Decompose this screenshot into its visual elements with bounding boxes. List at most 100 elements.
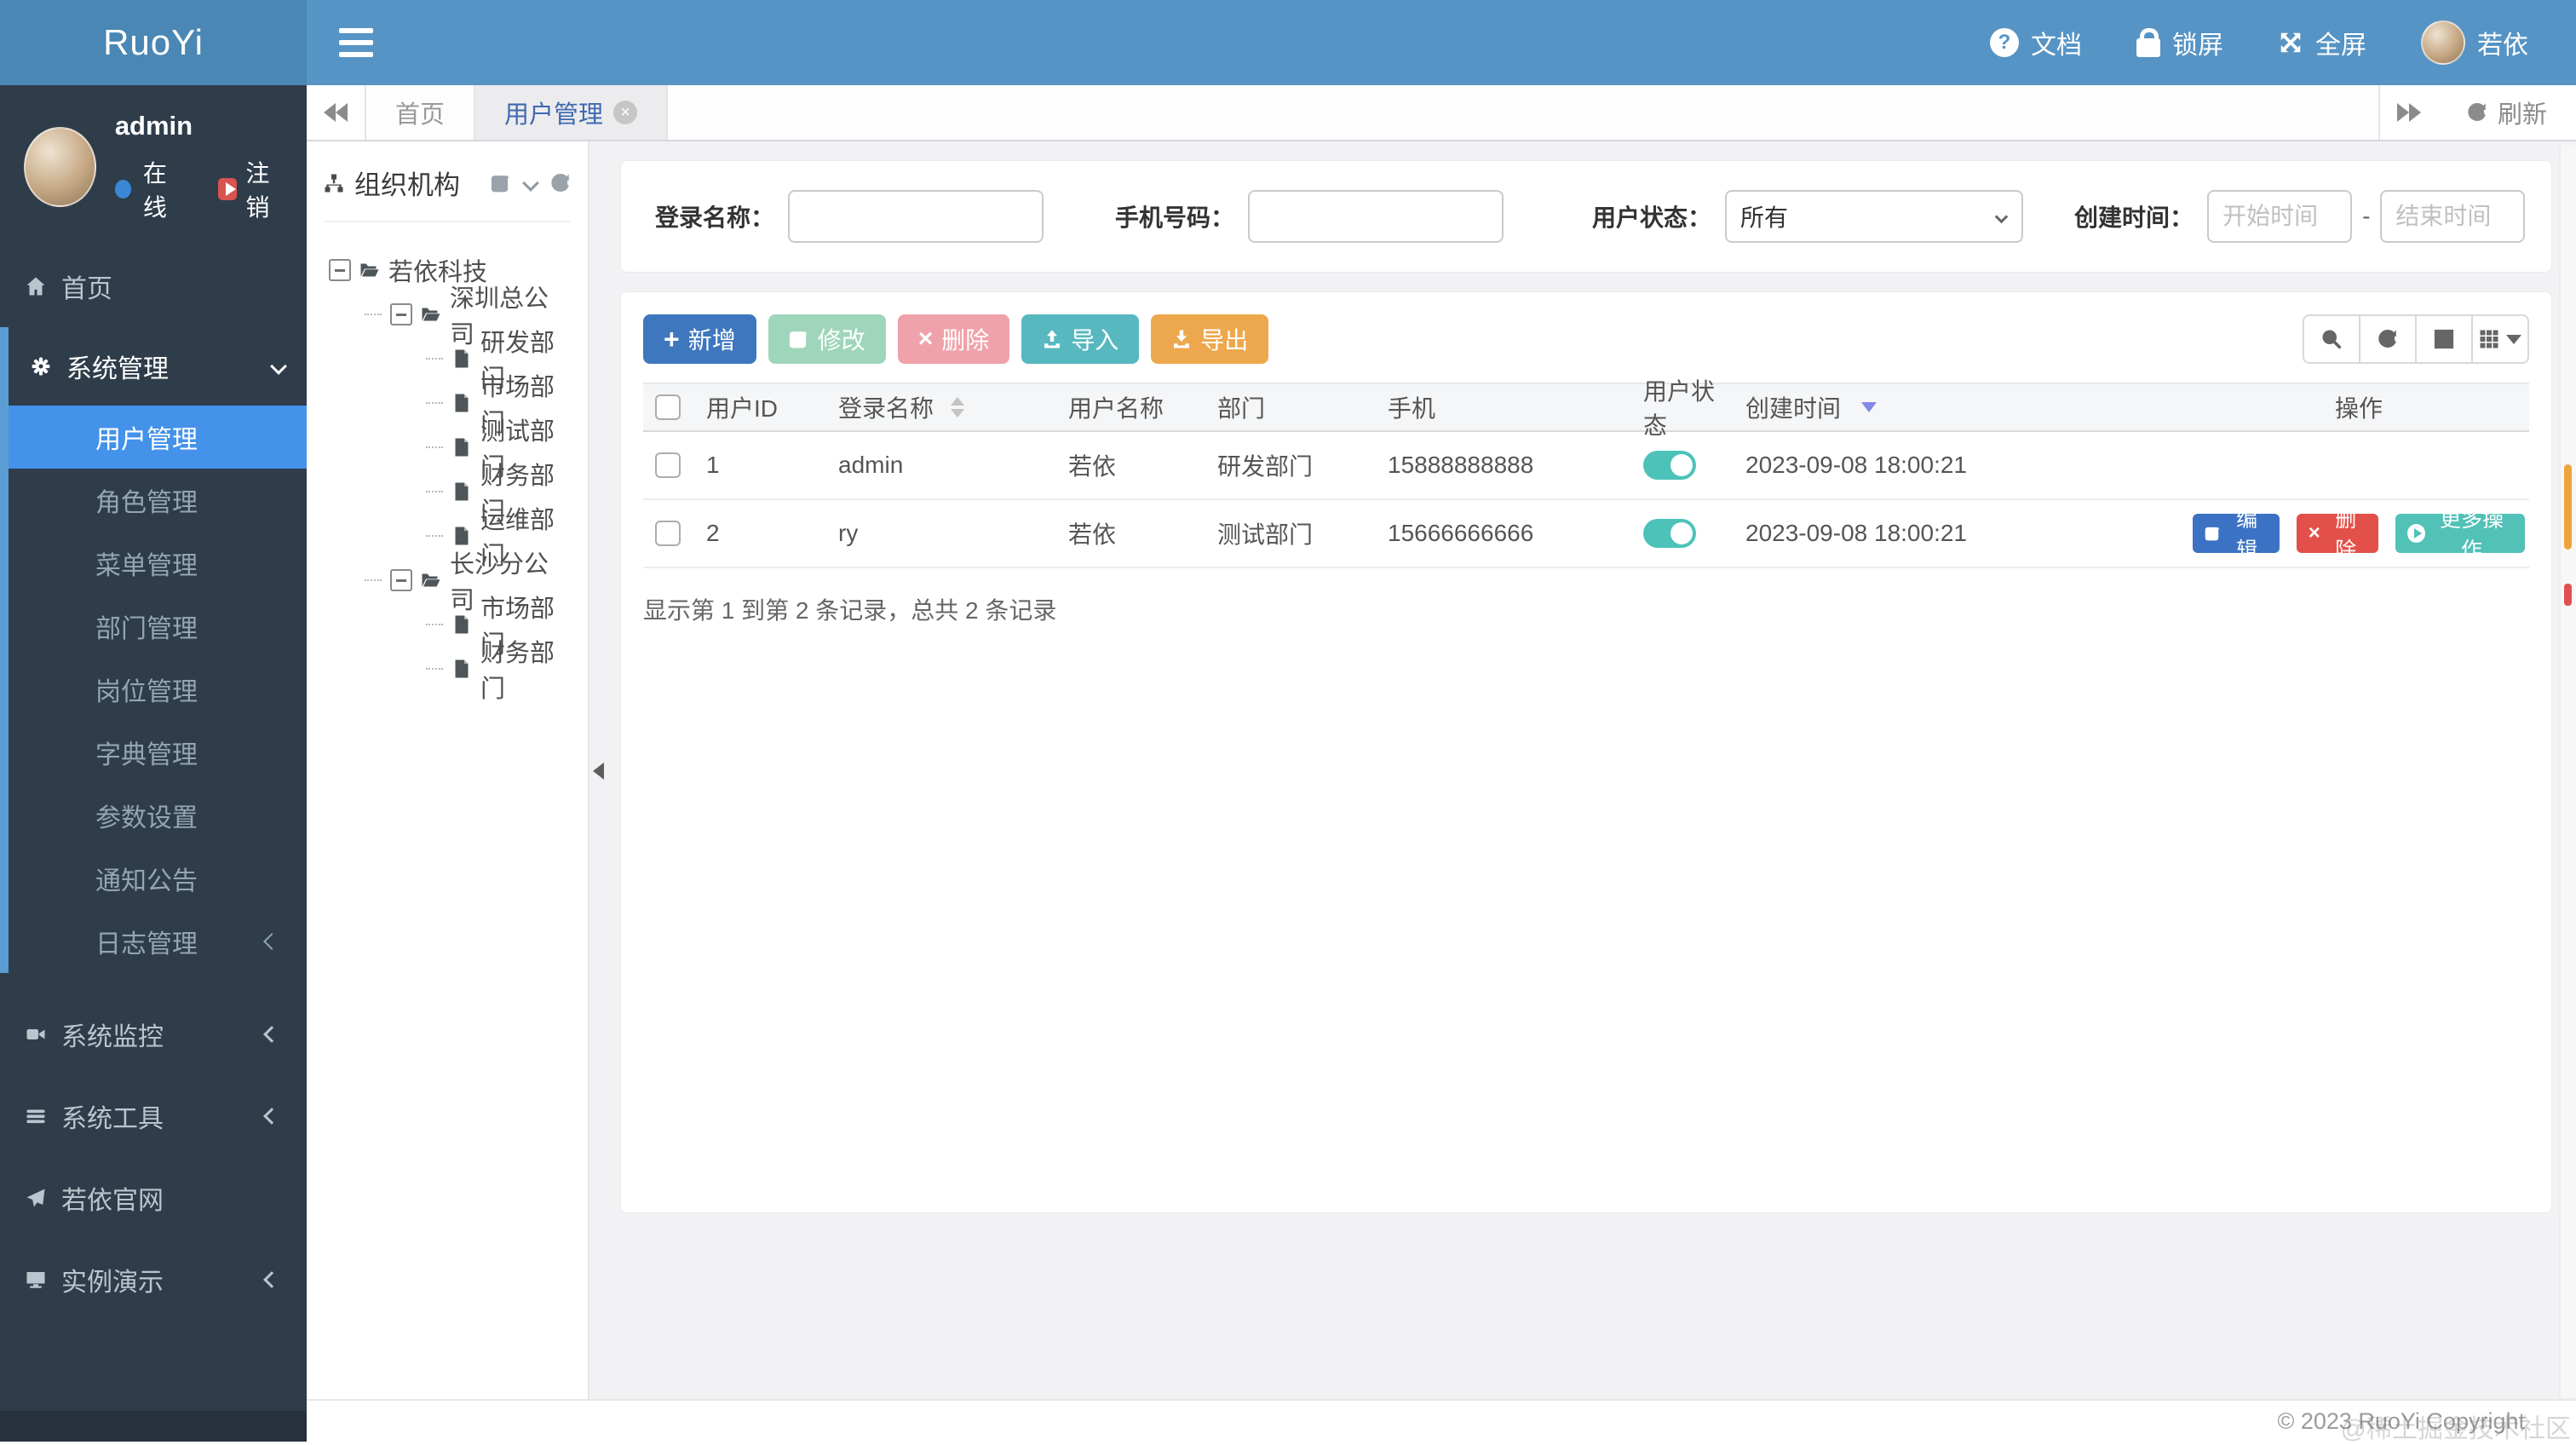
nav-docs-label: 文档 <box>2031 32 2082 60</box>
home-icon <box>26 277 45 296</box>
user-table: 用户ID 登录名称 用户名称 部门 手机 用户状态 创建时间 <box>643 378 2529 568</box>
sidebar-item-system-monitor[interactable]: 系统监控 <box>0 993 307 1075</box>
system-tools-label: 系统工具 <box>61 1105 164 1133</box>
edit-button[interactable]: 修改 <box>768 314 886 364</box>
tree-node-dept[interactable]: 市场部门 <box>324 374 571 437</box>
tree-node-dept[interactable]: 财务部门 <box>324 640 571 703</box>
app-logo[interactable]: RuoYi <box>0 0 307 85</box>
tree-node-dept[interactable]: 运维部门 <box>324 507 571 570</box>
refresh-table-button[interactable] <box>2359 314 2417 364</box>
tree-node-dept[interactable]: 市场部门 <box>324 596 571 659</box>
user-status-value: 所有 <box>1740 204 1789 231</box>
sidebar-item-system-mgmt[interactable]: 系统管理 <box>9 327 307 406</box>
status-toggle[interactable] <box>1643 519 1696 548</box>
tree-node-company[interactable]: 深圳总公司 <box>324 285 571 348</box>
tree-connector <box>426 624 443 625</box>
workspace: 组织机构 若依科技 <box>307 141 2576 1399</box>
tabs-scroll-right-button[interactable] <box>2378 85 2438 140</box>
end-date-input[interactable] <box>2380 190 2526 243</box>
lock-icon <box>2136 28 2160 57</box>
search-form: 登录名称： 手机号码： 用户状态： 所有 <box>620 160 2576 273</box>
system-monitor-label: 系统监控 <box>61 1023 164 1051</box>
scrollbar-thumb[interactable] <box>2564 464 2572 550</box>
edit-icon[interactable] <box>491 173 511 193</box>
sidebar-item-demo[interactable]: 实例演示 <box>0 1239 307 1321</box>
nav-fullscreen-link[interactable]: 全屏 <box>2278 24 2366 61</box>
file-icon <box>455 349 469 368</box>
import-button[interactable]: 导入 <box>1021 314 1140 364</box>
show-search-button[interactable] <box>2303 314 2360 364</box>
user-status-select[interactable]: 所有 <box>1725 190 2024 243</box>
sidebar-item-menu-mgmt[interactable]: 菜单管理 <box>95 552 198 580</box>
logout-link[interactable]: 注销 <box>218 155 286 223</box>
org-tree: 若依科技 深圳总公司 研发部门 <box>324 248 571 703</box>
export-button[interactable]: 导出 <box>1151 314 1269 364</box>
sidebar-item-notice[interactable]: 通知公告 <box>95 867 198 895</box>
col-dept: 部门 <box>1217 395 1266 422</box>
tree-node-dept[interactable]: 研发部门 <box>324 330 571 393</box>
tree-node-company[interactable]: 长沙分公司 <box>324 551 571 614</box>
nav-fullscreen-label: 全屏 <box>2315 32 2366 60</box>
columns-button[interactable] <box>2471 314 2529 364</box>
sidebar-toggle-button[interactable] <box>339 28 373 57</box>
file-icon <box>455 615 469 634</box>
row-more-button[interactable]: 更多操作 <box>2395 508 2525 562</box>
nav-lockscreen-link[interactable]: 锁屏 <box>2136 24 2223 61</box>
sidebar-item-dict-mgmt[interactable]: 字典管理 <box>95 741 198 769</box>
row-edit-button[interactable]: 编辑 <box>2193 508 2280 562</box>
start-date-input[interactable] <box>2207 190 2353 243</box>
collapse-node-icon[interactable] <box>390 303 412 325</box>
tree-node-dept[interactable]: 测试部门 <box>324 418 571 481</box>
add-button-label: 新增 <box>687 327 736 354</box>
tab-refresh-button[interactable]: 刷新 <box>2437 85 2576 140</box>
table-row[interactable]: 1 admin 若依 研发部门 15888888888 2023-09-08 1… <box>643 432 2529 500</box>
col-created[interactable]: 创建时间 <box>1734 390 2176 424</box>
select-all-checkbox[interactable] <box>655 394 681 420</box>
login-name-input[interactable] <box>788 190 1044 243</box>
log-mgmt-label: 日志管理 <box>95 930 198 959</box>
row-edit-label: 编辑 <box>2236 508 2258 562</box>
refresh-tree-icon[interactable] <box>550 173 571 193</box>
panel-splitter[interactable] <box>589 141 610 1399</box>
add-button[interactable]: + 新增 <box>643 314 756 364</box>
tree-node-dept[interactable]: 财务部门 <box>324 463 571 526</box>
sidebar-item-user-mgmt[interactable]: 用户管理 <box>9 406 307 469</box>
phone-input[interactable] <box>1248 190 1504 243</box>
col-login-name[interactable]: 登录名称 <box>826 390 1056 424</box>
col-user-name: 用户名称 <box>1068 395 1164 422</box>
cell-login: ry <box>838 520 859 546</box>
tab-home[interactable]: 首页 <box>366 85 476 140</box>
collapse-node-icon[interactable] <box>390 569 412 591</box>
sidebar-item-role-mgmt[interactable]: 角色管理 <box>95 489 198 517</box>
profile-avatar <box>24 127 96 207</box>
row-checkbox[interactable] <box>655 452 681 478</box>
sidebar-item-home[interactable]: 首页 <box>0 245 307 327</box>
tree-connector <box>426 535 443 537</box>
nav-docs-link[interactable]: ? 文档 <box>1990 24 2082 61</box>
sidebar-item-dept-mgmt[interactable]: 部门管理 <box>95 615 198 643</box>
sidebar-item-official-site[interactable]: 若依官网 <box>0 1157 307 1239</box>
collapse-panel-icon <box>593 763 604 780</box>
tab-user-mgmt[interactable]: 用户管理 × <box>475 85 669 140</box>
row-checkbox[interactable] <box>655 521 681 546</box>
sidebar-item-log-mgmt[interactable]: 日志管理 <box>9 910 307 973</box>
delete-button[interactable]: × 删除 <box>897 314 1010 364</box>
toggle-view-button[interactable] <box>2415 314 2473 364</box>
table-row[interactable]: 2 ry 若依 测试部门 15666666666 2023-09-08 18:0… <box>643 500 2529 568</box>
sidebar-footer <box>0 1411 307 1442</box>
tab-home-label: 首页 <box>395 101 446 129</box>
status-toggle[interactable] <box>1643 451 1696 480</box>
row-delete-button[interactable]: × 删除 <box>2296 508 2378 562</box>
sidebar-item-param-settings[interactable]: 参数设置 <box>95 804 198 832</box>
nav-user-menu[interactable]: 若依 <box>2421 20 2528 65</box>
collapse-tree-icon[interactable] <box>522 174 539 192</box>
tree-node-root[interactable]: 若依科技 <box>324 248 571 292</box>
top-navbar: RuoYi ? 文档 锁屏 全屏 若依 <box>0 0 2576 85</box>
chevron-down-icon <box>1994 210 2009 224</box>
sidebar-item-post-mgmt[interactable]: 岗位管理 <box>95 678 198 706</box>
tabs-scroll-left-button[interactable] <box>307 85 366 140</box>
sidebar-item-system-tools[interactable]: 系统工具 <box>0 1075 307 1157</box>
collapse-node-icon[interactable] <box>329 259 351 281</box>
edit-icon <box>789 331 808 348</box>
tab-close-icon[interactable]: × <box>613 101 638 124</box>
